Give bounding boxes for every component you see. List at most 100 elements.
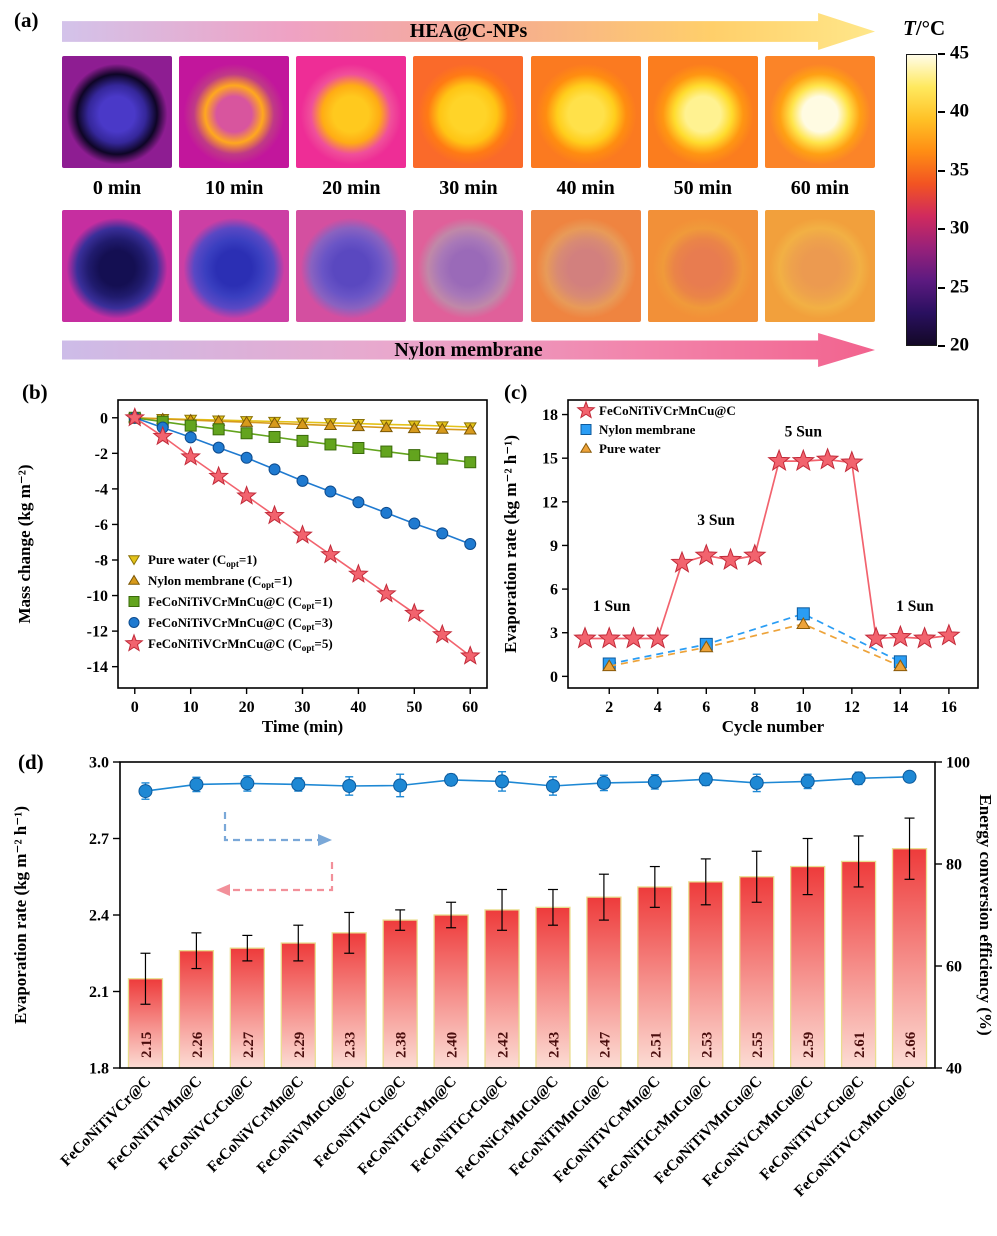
svg-text:Cycle number: Cycle number [722,717,825,736]
svg-text:30: 30 [295,699,311,716]
bar [280,942,316,1069]
bar [178,950,215,1069]
svg-text:60: 60 [462,699,478,716]
svg-text:3: 3 [550,625,558,642]
bar [688,881,724,1069]
hea-gradient-arrow: HEA@C-NPs [62,13,875,50]
cycle-legend: FeCoNiTiVCrMnCu@C Nylon membrane Pure wate… [576,400,736,456]
svg-text:-10: -10 [87,588,108,605]
svg-text:-2: -2 [95,446,108,463]
left-axis-arrow [230,862,334,892]
colorbar-tick [938,345,945,347]
colorbar-title-unit: /°C [915,16,946,40]
svg-text:FeCoNiTiVMn@C: FeCoNiTiVMn@C [105,1073,206,1174]
series-2 [602,617,908,672]
svg-text:-12: -12 [87,624,108,641]
panel-a-label: (a) [14,8,39,32]
svg-text:FeCoNiVMnCu@C: FeCoNiVMnCu@C [254,1073,358,1177]
svg-text:2.4: 2.4 [89,908,109,925]
series-3 [128,411,477,550]
svg-text:3.0: 3.0 [89,755,109,772]
thermal-image [413,210,524,322]
svg-text:FeCoNiTiVCrMnCu@C: FeCoNiTiVCrMnCu@C [599,403,736,418]
time-label: 30 min [439,177,498,199]
svg-text:100: 100 [946,755,970,772]
svg-text:FeCoNiTiVCrMnCu@C (Copt=3): FeCoNiTiVCrMnCu@C (Copt=3) [148,615,333,632]
thermal-row-hea [62,56,875,168]
thermal-image [764,210,875,322]
time-label: 20 min [322,177,381,199]
svg-text:FeCoNiVCrCu@C: FeCoNiVCrCu@C [155,1073,256,1174]
svg-text:9: 9 [550,538,558,555]
svg-text:1.8: 1.8 [89,1061,109,1078]
svg-text:2.66: 2.66 [903,1031,919,1058]
svg-text:2.55: 2.55 [750,1032,766,1058]
svg-text:FeCoNiVCrMn@C: FeCoNiVCrMn@C [204,1073,307,1176]
colorbar-tick-label: 40 [950,100,969,122]
svg-text:Mass change (kg m⁻²): Mass change (kg m⁻²) [15,464,34,623]
bar [535,906,571,1069]
svg-text:FeCoNiTiVCu@C: FeCoNiTiVCu@C [311,1073,409,1171]
thermal-image [179,56,290,168]
nylon-arrow-label: Nylon membrane [394,338,543,361]
svg-text:-14: -14 [87,659,108,676]
series-2 [128,411,477,469]
bar [433,914,469,1069]
composition-plot: 2.15 2.26 2.27 2.29 2.33 2.38 2.40 2.42 2.43 2.47… [11,755,995,1201]
svg-text:6: 6 [702,699,710,716]
svg-text:5 Sun: 5 Sun [785,423,823,440]
panel-a-thermal: (a) HEA@C-NPs T/°C 0 min 10 min 20 min 30 m… [0,0,997,372]
thermal-image [764,56,875,168]
cycle-plot: 2 4 6 8 10 12 14 16 0 3 6 9 12 15 18 Cycle number Evapor… [501,399,979,736]
svg-text:-4: -4 [95,481,108,498]
svg-text:1 Sun: 1 Sun [593,598,631,615]
svg-text:15: 15 [542,451,558,468]
bar [790,865,826,1069]
mass-change-legend: Pure water (Copt=1) Nylon membrane (Copt=… [124,552,333,653]
thermal-image [413,56,524,168]
colorbar-tick-label: 45 [950,42,969,64]
svg-text:FeCoNiTiVCrMnCu@C (Copt=1): FeCoNiTiVCrMnCu@C (Copt=1) [148,594,333,611]
svg-text:0: 0 [131,699,139,716]
panel-c-label: (c) [504,380,528,404]
bar [637,886,673,1069]
thermal-image [62,210,172,322]
svg-text:50: 50 [406,699,422,716]
svg-text:Energy conversion efficiency (: Energy conversion efficiency (%) [976,794,995,1035]
svg-text:2.26: 2.26 [190,1031,206,1058]
efficiency-series [138,769,917,800]
axis-arrows [216,812,334,896]
cycle-evaporation-chart: 2 4 6 8 10 12 14 16 0 3 6 9 12 15 18 Cycle number Evapor… [501,399,979,736]
svg-text:2.40: 2.40 [445,1032,461,1058]
bars: 2.15 2.26 2.27 2.29 2.33 2.38 2.40 2.42 2.43 2.47… [127,817,928,1069]
svg-text:Nylon membrane (Copt=1): Nylon membrane (Copt=1) [148,573,292,590]
colorbar-tick-label: 30 [950,217,969,239]
time-label: 10 min [204,177,264,199]
panel-d-composition-comparison: (d) 2.15 2.26 2.27 2.29 2.33 2.38 2.40 2.42 2.43… [0,744,997,1236]
svg-text:2.7: 2.7 [89,831,109,848]
svg-text:Time (min): Time (min) [262,717,343,736]
panel-c-cycling: (c) 2 4 6 8 10 12 14 16 0 3 6 9 12 15 18 Cycle number Ev… [500,372,997,744]
thermal-image [647,210,758,322]
hea-arrow-label: HEA@C-NPs [409,20,528,42]
svg-text:2.33: 2.33 [343,1032,359,1058]
colorbar-tick [938,169,945,172]
time-label: 60 min [790,177,850,199]
svg-text:10: 10 [795,699,811,716]
svg-text:2.47: 2.47 [597,1031,613,1058]
thermal-image [530,56,641,168]
svg-text:0: 0 [550,669,558,686]
thermal-row-nylon [62,210,875,322]
svg-text:10: 10 [183,699,199,716]
sun-annotations: 1 Sun 3 Sun 5 Sun 1 Sun [593,423,934,615]
svg-text:FeCoNiTiCrMn@C: FeCoNiTiCrMn@C [354,1073,459,1178]
svg-text:Pure water: Pure water [599,441,661,456]
svg-text:8: 8 [751,699,759,716]
thermal-image [530,210,641,322]
svg-text:2.43: 2.43 [546,1032,562,1058]
svg-text:Pure water (Copt=1): Pure water (Copt=1) [148,552,257,569]
bar [331,932,367,1069]
colorbar-tick [938,228,945,231]
svg-text:2.61: 2.61 [852,1032,868,1058]
colorbar-tick [938,53,945,55]
